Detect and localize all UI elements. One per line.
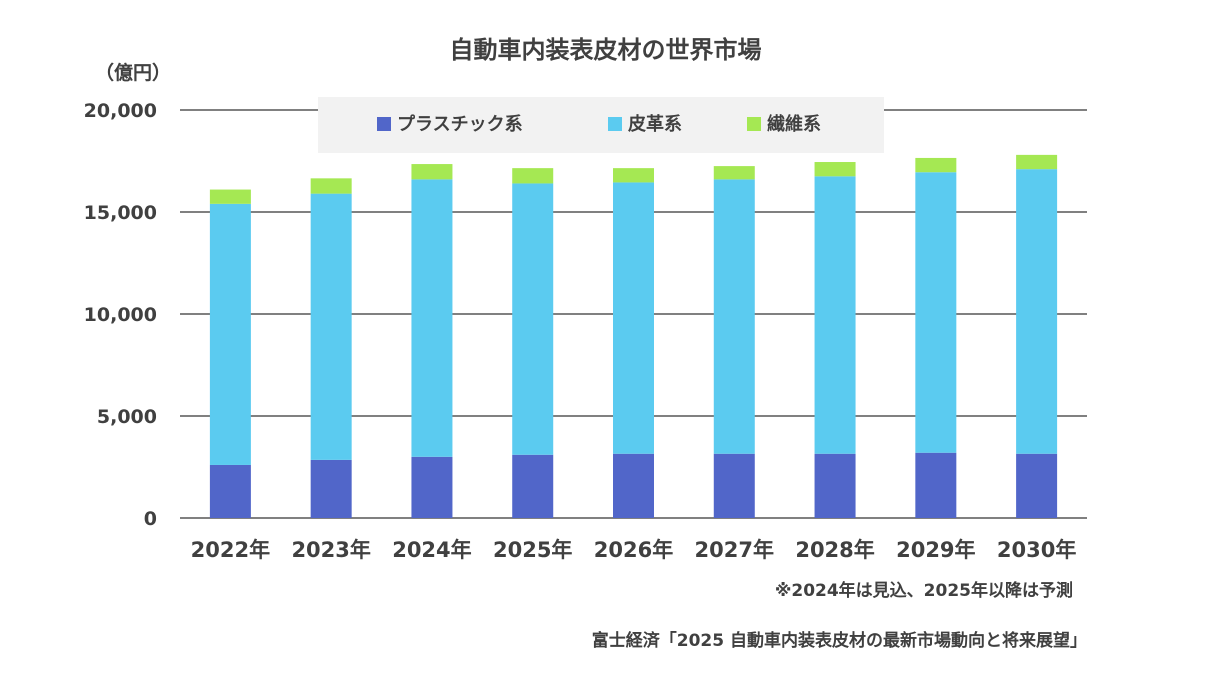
legend-swatch [747,117,761,131]
bar-segment [1016,154,1058,170]
bar-segment [1016,169,1058,454]
x-tick-label: 2022年 [191,538,270,562]
y-tick-label: 5,000 [97,406,157,428]
x-tick-label: 2028年 [795,538,874,562]
bar-segment [1016,453,1058,518]
x-tick-label: 2024年 [392,538,471,562]
chart-title: 自動車内装表皮材の世界市場 [449,36,762,64]
legend-label: 皮革系 [628,113,682,135]
x-tick-label: 2029年 [896,538,975,562]
bar-segment [512,454,554,518]
forecast-note: ※2024年は見込、2025年以降は予測 [774,581,1073,601]
bar-segment [512,168,554,184]
bar-segment [814,162,856,177]
legend-swatch [377,117,391,131]
x-tick-label: 2025年 [493,538,572,562]
legend-swatch [608,117,622,131]
bar-segment [411,179,453,457]
bar-segment [411,456,453,518]
bar-segment [209,189,251,204]
bar-segment [310,193,352,460]
y-axis-unit-label: （億円） [95,62,172,84]
bar-segment [814,176,856,454]
legend-label: 繊維系 [767,113,821,135]
legend-box [318,97,884,153]
bar-segment [713,166,755,180]
y-tick-label: 0 [144,508,157,530]
bar-segment [814,453,856,518]
x-tick-label: 2027年 [695,538,774,562]
bar-segment [209,203,251,465]
bar-segment [411,164,453,180]
bar-segment [915,157,957,173]
bar-segment [613,168,654,183]
source-citation: 富士経済「2025 自動車内装表皮材の最新市場動向と将来展望」 [591,631,1087,651]
bar-segment [310,178,352,194]
y-tick-label: 10,000 [84,304,157,326]
bar-segment [512,183,554,455]
bar-segment [915,172,957,453]
bar-segment [713,179,755,454]
bar-segment [613,182,654,454]
x-tick-label: 2026年 [594,538,673,562]
bar-segment [209,464,251,518]
y-tick-label: 20,000 [84,100,157,122]
y-tick-label: 15,000 [84,202,157,224]
x-tick-label: 2030年 [997,538,1076,562]
legend-label: プラスチック系 [397,113,523,135]
bar-segment [713,453,755,518]
x-tick-label: 2023年 [291,538,370,562]
bar-segment [613,453,654,518]
bar-segment [310,459,352,518]
bar-segment [915,452,957,518]
